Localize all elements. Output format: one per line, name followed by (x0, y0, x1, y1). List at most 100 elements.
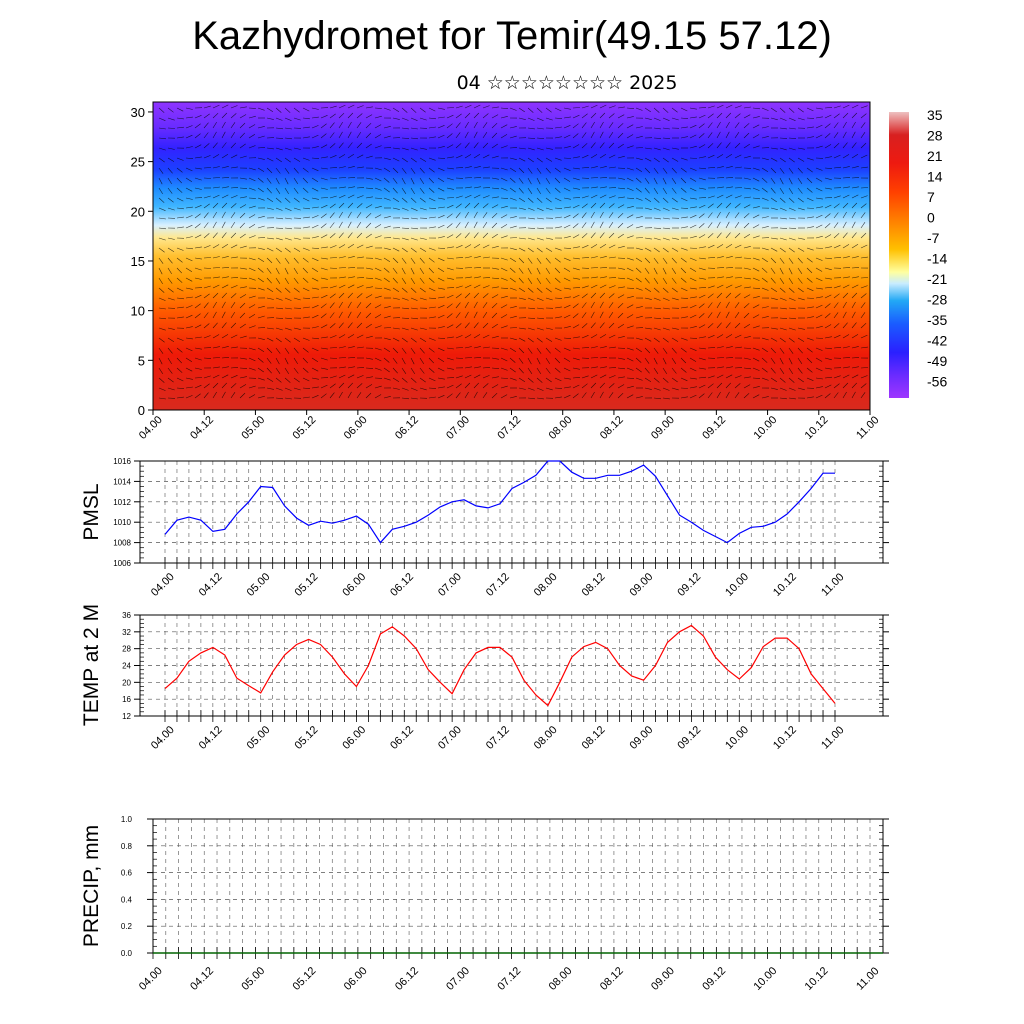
wind-barb (464, 357, 473, 359)
wind-barb (455, 293, 462, 299)
wind-barb (365, 267, 373, 270)
wind-barb (419, 177, 425, 185)
wind-barb (590, 382, 597, 389)
wind-barb (698, 357, 706, 361)
x-tick-label: 11.00 (819, 571, 846, 598)
wind-barb (536, 257, 542, 264)
wind-barb (347, 374, 355, 379)
wind-barb (797, 257, 803, 264)
wind-barb (608, 232, 615, 239)
wind-barb (797, 247, 805, 252)
wind-barb (761, 347, 768, 353)
wind-barb (671, 167, 677, 174)
wind-barb (374, 287, 383, 289)
wind-barb (671, 267, 677, 274)
wind-barb (212, 256, 220, 259)
wind-barb (491, 122, 498, 129)
wind-barb (320, 267, 328, 271)
wind-barb (590, 104, 598, 109)
wind-barb (428, 277, 435, 283)
wind-barb (482, 302, 488, 309)
wind-barb (689, 224, 697, 229)
wind-barb (365, 357, 373, 360)
wind-barb (212, 131, 217, 139)
wind-barb (392, 347, 399, 354)
wind-barb (248, 295, 256, 299)
wind-barb (581, 335, 589, 339)
wind-barb (716, 292, 723, 299)
wind-barb (554, 267, 561, 274)
wind-barb (266, 277, 272, 284)
wind-barb (500, 377, 509, 379)
wind-barb (275, 397, 284, 400)
wind-barb (851, 334, 859, 339)
wind-barb (212, 166, 220, 169)
x-tick-label: 04.12 (188, 414, 216, 442)
wind-barb (284, 107, 291, 113)
wind-barb (635, 157, 643, 161)
wind-barb (185, 305, 193, 309)
wind-barb (338, 301, 343, 309)
wind-barb (554, 387, 563, 389)
wind-barb (851, 346, 859, 349)
wind-barb (302, 247, 310, 251)
wind-barb (725, 121, 730, 129)
wind-barb (653, 237, 661, 241)
wind-barb (725, 391, 730, 399)
wind-barb (500, 325, 508, 329)
wind-barb (491, 245, 499, 249)
wind-barb (770, 247, 778, 252)
wind-barb (401, 307, 410, 310)
wind-barb (239, 267, 247, 270)
wind-barb (455, 335, 463, 339)
wind-barb (221, 202, 228, 209)
wind-barb (284, 137, 293, 140)
wind-barb (464, 374, 472, 379)
wind-barb (527, 227, 536, 229)
wind-barb (599, 232, 605, 239)
wind-barb (536, 367, 542, 375)
wind-barb (419, 167, 425, 174)
wind-barb (446, 187, 454, 190)
wind-barb (653, 157, 660, 163)
wind-barb (590, 186, 598, 189)
wind-barb (788, 307, 796, 310)
wind-barb (239, 122, 246, 129)
wind-barb (167, 147, 175, 150)
wind-barb (473, 334, 481, 339)
wind-barb (410, 307, 418, 310)
wind-barb (707, 302, 713, 309)
wind-barb (716, 177, 725, 179)
wind-barb (806, 187, 813, 193)
wind-barb (689, 267, 697, 272)
wind-barb (599, 131, 604, 139)
wind-barb (752, 267, 760, 272)
wind-barb (860, 113, 867, 119)
wind-barb (347, 194, 355, 199)
wind-barb (473, 186, 481, 189)
wind-barb (293, 237, 301, 240)
wind-barb (356, 322, 363, 329)
wind-barb (851, 267, 860, 269)
wind-barb (617, 114, 625, 119)
wind-barb (824, 177, 832, 181)
wind-barb (833, 105, 841, 109)
wind-barb (779, 117, 787, 121)
wind-barb (644, 287, 652, 293)
x-tick-label: 06.12 (393, 414, 421, 442)
wind-barb (680, 136, 688, 139)
wind-barb (545, 157, 553, 162)
wind-barb (518, 167, 525, 174)
wind-barb (806, 136, 814, 139)
wind-barb (464, 142, 470, 149)
wind-barb (644, 187, 650, 194)
wind-barb (725, 131, 730, 139)
x-tick-label: 04.00 (149, 571, 177, 599)
wind-barb (725, 154, 733, 159)
wind-barb (653, 387, 661, 391)
wind-barb (626, 257, 634, 261)
x-tick-label: 05.12 (292, 724, 320, 752)
wind-barb (500, 134, 508, 139)
wind-barb (779, 297, 787, 301)
wind-barb (383, 126, 391, 129)
